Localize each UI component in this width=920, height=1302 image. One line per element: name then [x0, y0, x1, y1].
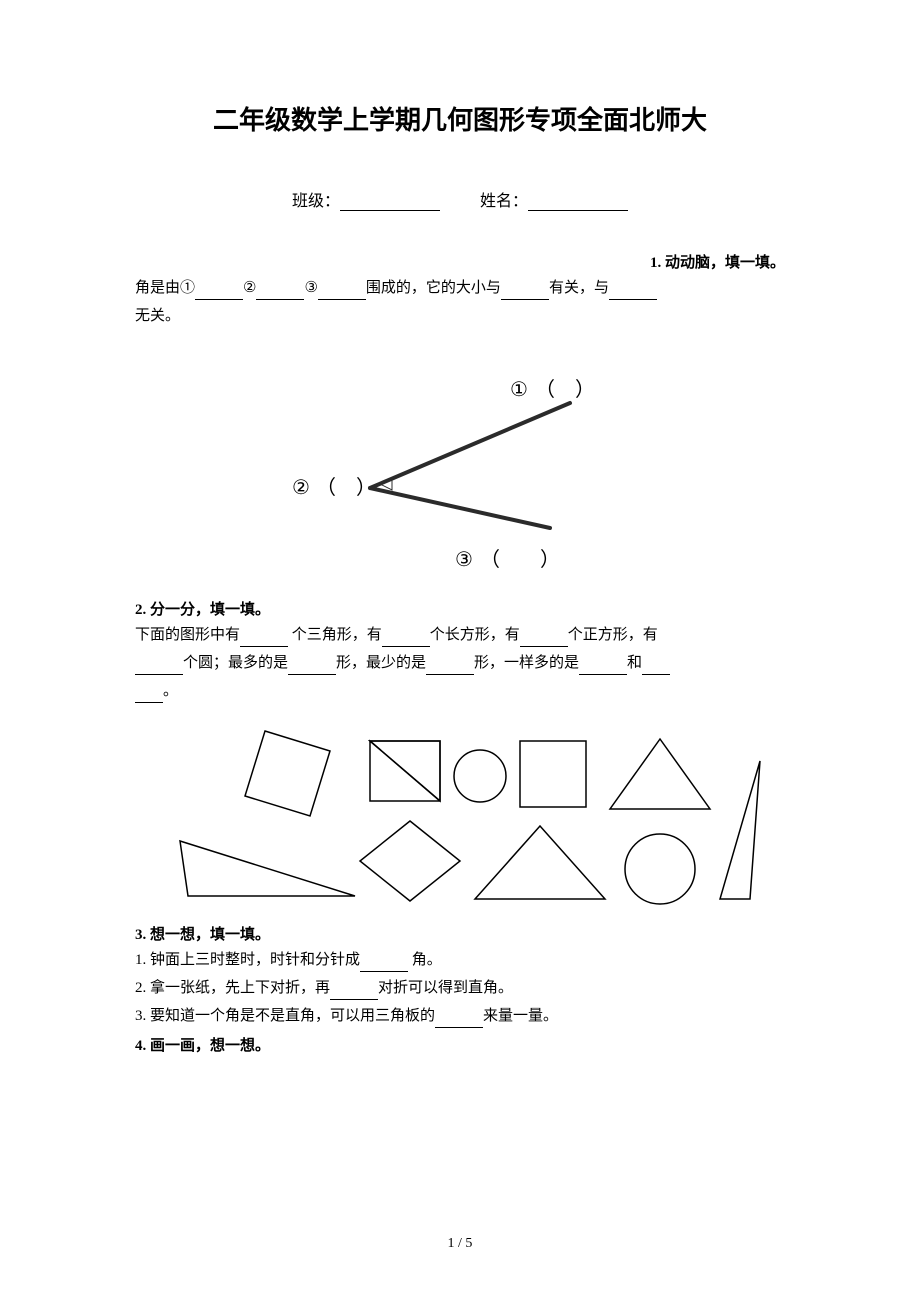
class-label: 班级： — [292, 193, 340, 210]
q2-t3: 个长方形，有 — [430, 627, 520, 643]
q2-header: 2. 分一分，填一填。 — [135, 598, 785, 619]
q4-header: 4. 画一画，想一想。 — [135, 1034, 785, 1055]
q2-t4: 个正方形，有 — [568, 627, 658, 643]
angle-paren-1: （ ） — [535, 378, 595, 401]
q2-t1: 下面的图形中有 — [135, 627, 240, 643]
q3-2b — [330, 984, 378, 1000]
q2-body: 下面的图形中有 个三角形，有 个长方形，有 个正方形，有 — [135, 623, 785, 647]
q3-item2: 2. 拿一张纸，先上下对折，再 对折可以得到直角。 — [135, 976, 785, 1000]
q1-body: 角是由① ② ③ 围成的，它的大小与 有关，与 — [135, 276, 785, 300]
angle-label-1: ① — [510, 379, 528, 401]
q3-3a: 3. 要知道一个角是不是直角，可以用三角板的 — [135, 1008, 435, 1024]
q1-t1: 角是由① — [135, 280, 195, 296]
q2-b4 — [135, 659, 183, 675]
q1-b4 — [501, 284, 549, 300]
q2-body3: 。 — [135, 679, 785, 703]
q3-1a: 1. 钟面上三时整时，时针和分针成 — [135, 952, 360, 968]
q1-b1 — [195, 284, 243, 300]
q2-t7: 形，一样多的是 — [474, 655, 579, 671]
page-number: 1 / 5 — [0, 1236, 920, 1252]
q1-t4: 围成的，它的大小与 — [366, 280, 501, 296]
shapes-figure — [150, 721, 770, 911]
q2-t2: 个三角形，有 — [288, 627, 382, 643]
q2-body2: 个圆；最多的是 形，最少的是 形，一样多的是 和 — [135, 651, 785, 675]
q3-3b — [435, 1012, 483, 1028]
q3-3c: 来量一量。 — [483, 1008, 558, 1024]
q1-t3: ③ — [304, 280, 317, 296]
q3-2c: 对折可以得到直角。 — [378, 980, 513, 996]
q3-1b — [360, 956, 408, 972]
q1-header: 1. 动动脑，填一填。 — [135, 251, 785, 272]
q3-item3: 3. 要知道一个角是不是直角，可以用三角板的 来量一量。 — [135, 1004, 785, 1028]
angle-paren-3: （ ） — [480, 548, 560, 571]
q2-t5: 个圆；最多的是 — [183, 655, 288, 671]
angle-figure: ① （ ） ② （ ） ③ （ ） — [280, 358, 640, 578]
q1-body2: 无关。 — [135, 304, 785, 328]
q2-b3 — [520, 631, 568, 647]
angle-paren-2: （ ） — [316, 476, 376, 499]
q3-1c: 角。 — [408, 952, 442, 968]
q1-b3 — [318, 284, 366, 300]
q2-b5 — [288, 659, 336, 675]
page-title: 二年级数学上学期几何图形专项全面北师大 — [135, 100, 785, 137]
q2-b2 — [382, 631, 430, 647]
student-fields: 班级： 姓名： — [135, 187, 785, 211]
q1-b2 — [256, 284, 304, 300]
angle-label-3: ③ — [455, 549, 473, 571]
q2-t6: 形，最少的是 — [336, 655, 426, 671]
q3-item1: 1. 钟面上三时整时，时针和分针成 角。 — [135, 948, 785, 972]
q2-b9 — [135, 687, 163, 703]
q1-t5: 有关，与 — [549, 280, 609, 296]
angle-label-2: ② — [292, 477, 310, 499]
q2-t8: 和 — [627, 655, 642, 671]
q1-b5 — [609, 284, 657, 300]
q2-b6 — [426, 659, 474, 675]
name-blank — [528, 193, 628, 211]
q2-b7 — [579, 659, 627, 675]
q3-header: 3. 想一想，填一填。 — [135, 923, 785, 944]
q1-t2: ② — [243, 280, 256, 296]
q2-b1 — [240, 631, 288, 647]
name-label: 姓名： — [480, 193, 528, 210]
class-blank — [340, 193, 440, 211]
q2-b8 — [642, 659, 670, 675]
q3-2a: 2. 拿一张纸，先上下对折，再 — [135, 980, 330, 996]
q2-t9: 。 — [163, 683, 178, 699]
